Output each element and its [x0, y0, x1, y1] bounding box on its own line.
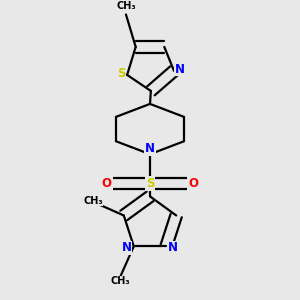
Text: CH₃: CH₃	[83, 196, 103, 206]
Text: CH₃: CH₃	[116, 1, 136, 11]
Text: N: N	[175, 63, 185, 76]
Text: N: N	[145, 142, 155, 155]
Text: CH₃: CH₃	[111, 276, 130, 286]
Text: O: O	[188, 177, 198, 190]
Text: N: N	[122, 242, 132, 254]
Text: S: S	[146, 177, 154, 190]
Text: N: N	[168, 242, 178, 254]
Text: S: S	[117, 67, 125, 80]
Text: O: O	[102, 177, 112, 190]
